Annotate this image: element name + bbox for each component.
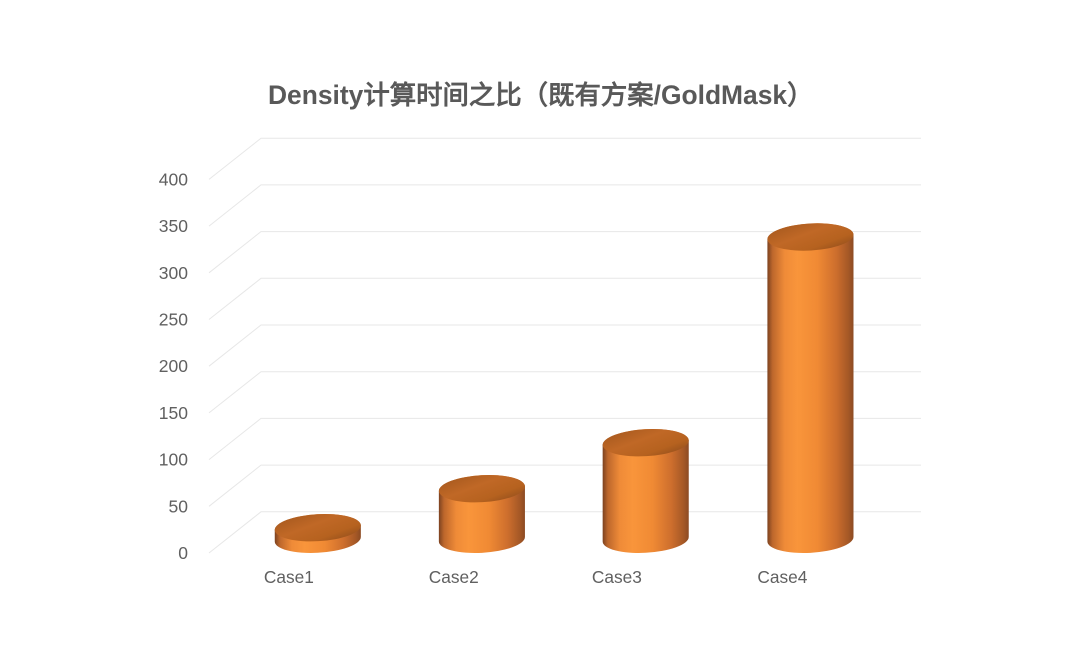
svg-text:0: 0 — [178, 543, 188, 563]
svg-text:Case4: Case4 — [757, 567, 807, 587]
svg-text:50: 50 — [169, 496, 189, 516]
svg-text:100: 100 — [159, 450, 188, 470]
svg-text:Case2: Case2 — [429, 567, 479, 587]
svg-text:250: 250 — [159, 310, 188, 330]
svg-text:300: 300 — [159, 263, 188, 283]
svg-text:400: 400 — [159, 169, 188, 189]
svg-text:Case1: Case1 — [264, 567, 314, 587]
svg-text:Case3: Case3 — [592, 567, 642, 587]
svg-text:150: 150 — [159, 403, 188, 423]
svg-text:350: 350 — [159, 216, 188, 236]
svg-text:200: 200 — [159, 356, 188, 376]
